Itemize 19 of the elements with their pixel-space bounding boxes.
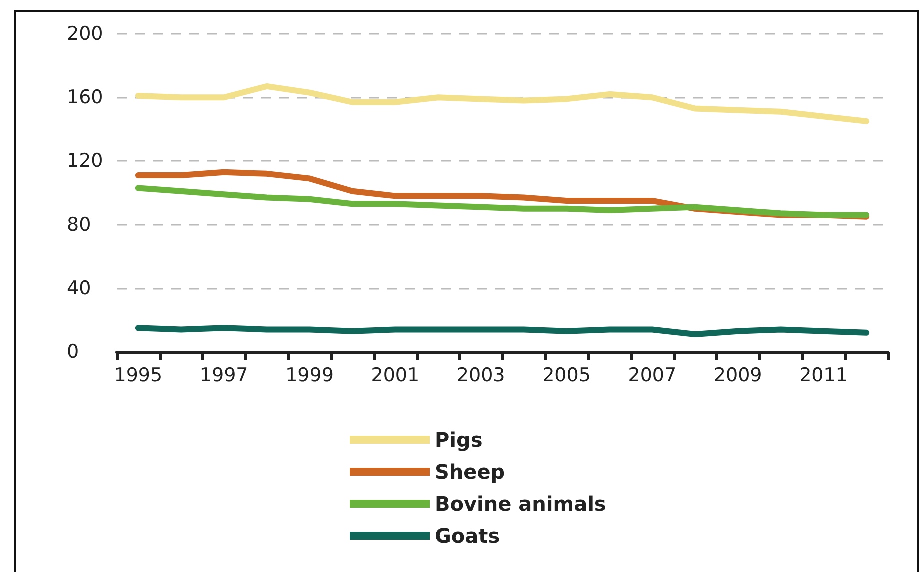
y-tick-label: 40 [67, 277, 92, 300]
x-tick-label: 2005 [542, 364, 591, 386]
y-tick-label: 120 [67, 150, 104, 172]
x-tick-label: 1997 [200, 364, 248, 386]
legend-label: Goats [435, 524, 500, 548]
x-tick-label: 1999 [286, 364, 334, 386]
y-tick-label: 200 [67, 23, 104, 45]
x-tick-label: 2001 [371, 364, 420, 386]
legend-label: Sheep [435, 460, 506, 484]
x-tick-label: 1995 [114, 364, 163, 386]
x-tick-label: 2009 [714, 364, 762, 386]
x-tick-label: 2011 [800, 364, 848, 386]
y-tick-label: 80 [67, 214, 92, 236]
x-tick-label: 2003 [456, 364, 506, 386]
legend-label: Pigs [435, 428, 483, 452]
y-tick-label: 160 [67, 86, 104, 109]
y-tick-label: 0 [67, 341, 80, 363]
x-tick-label: 2007 [628, 364, 677, 386]
legend-label: Bovine animals [435, 492, 606, 516]
